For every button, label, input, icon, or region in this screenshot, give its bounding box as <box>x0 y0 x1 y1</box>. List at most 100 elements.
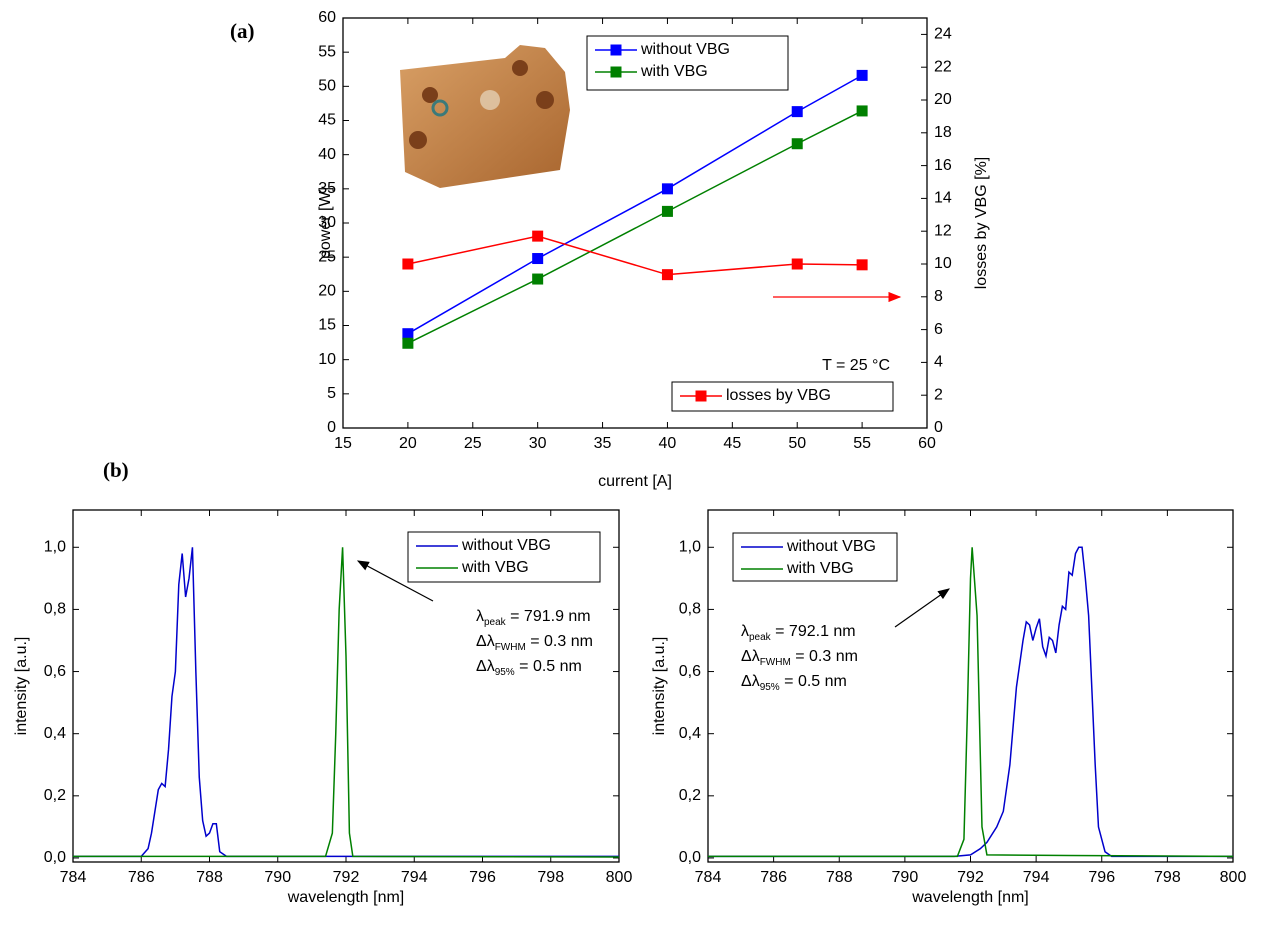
x-tick-label: 15 <box>334 435 352 452</box>
annotation: λpeak = 792.1 nm <box>741 623 856 642</box>
point-marker <box>532 230 544 242</box>
pointer-arrow <box>356 560 434 602</box>
point-marker <box>532 253 544 265</box>
legend-marker <box>610 44 622 56</box>
y-tick-label: 20 <box>318 283 336 300</box>
point-marker <box>402 337 414 349</box>
point-marker <box>856 105 868 117</box>
legend-label: with VBG <box>640 63 708 80</box>
y2-tick-label: 22 <box>934 58 952 75</box>
annotation-symbol: λ <box>741 623 749 640</box>
point-marker <box>402 258 414 270</box>
inset-photo <box>400 45 570 188</box>
y-axis-title: intensity [a.u.] <box>651 637 668 736</box>
annotation-symbol: Δλ <box>476 658 495 675</box>
x-tick-label: 788 <box>826 869 853 886</box>
legend-label: with VBG <box>461 559 529 576</box>
x-tick-label: 55 <box>853 435 871 452</box>
point-marker <box>661 183 673 195</box>
legend-box <box>732 532 898 582</box>
x-axis-title: wavelength [nm] <box>287 889 405 906</box>
x-tick-label: 792 <box>957 869 984 886</box>
y-tick-label: 0 <box>327 419 336 436</box>
y-tick-label: 0,2 <box>44 787 66 804</box>
y-tick-label: 0,4 <box>679 725 701 742</box>
x-tick-label: 40 <box>659 435 677 452</box>
x-tick-label: 796 <box>1088 869 1115 886</box>
y-tick-label: 0,0 <box>679 849 701 866</box>
annotation-text: = 0.5 nm <box>780 673 847 690</box>
y2-tick-label: 14 <box>934 190 952 207</box>
y2-tick-label: 4 <box>934 354 943 371</box>
y-tick-label: 35 <box>318 180 336 197</box>
x-tick-label: 786 <box>760 869 787 886</box>
annotation: T = 25 °C <box>822 357 890 374</box>
y2-tick-label: 16 <box>934 157 952 174</box>
x-tick-label: 796 <box>469 869 496 886</box>
panel-label: (b) <box>103 458 129 482</box>
y-axis-title: intensity [a.u.] <box>13 637 30 736</box>
legend-box <box>407 531 601 583</box>
annotation-symbol: Δλ <box>476 633 495 650</box>
legend-label: without VBG <box>461 537 551 554</box>
x-tick-label: 20 <box>399 435 417 452</box>
annotation-text: = 0.3 nm <box>791 648 858 665</box>
x-tick-label: 784 <box>60 869 87 886</box>
y-tick-label: 0,6 <box>679 663 701 680</box>
legend-label: with VBG <box>786 560 854 577</box>
y-tick-label: 0,8 <box>679 601 701 618</box>
y-axis-title: power [W] <box>317 187 334 259</box>
y-tick-label: 0,8 <box>44 601 66 618</box>
series-line <box>73 547 620 858</box>
x-tick-label: 794 <box>401 869 428 886</box>
point-marker <box>791 138 803 150</box>
annotation-subscript: FWHM <box>760 657 791 668</box>
y-tick-label: 40 <box>318 146 336 163</box>
y-tick-label: 0,2 <box>679 787 701 804</box>
y-tick-label: 55 <box>318 43 336 60</box>
x-tick-label: 798 <box>537 869 564 886</box>
annotation-text: = 0.5 nm <box>515 658 582 675</box>
x-tick-label: 786 <box>128 869 155 886</box>
x-tick-label: 50 <box>788 435 806 452</box>
point-marker <box>856 69 868 81</box>
y-tick-label: 0,0 <box>44 849 66 866</box>
y2-tick-label: 10 <box>934 255 952 272</box>
y2-tick-label: 6 <box>934 321 943 338</box>
y-tick-label: 25 <box>318 248 336 265</box>
point-marker <box>856 259 868 271</box>
point-marker <box>532 273 544 285</box>
annotation-subscript: FWHM <box>495 642 526 653</box>
point-marker <box>661 205 673 217</box>
x-tick-label: 792 <box>333 869 360 886</box>
y-tick-label: 50 <box>318 78 336 95</box>
x-tick-label: 784 <box>695 869 722 886</box>
y2-tick-label: 12 <box>934 222 952 239</box>
annotation-symbol: λ <box>476 608 484 625</box>
annotation: Δλ95% = 0.5 nm <box>476 658 582 677</box>
annotation-text: = 792.1 nm <box>771 623 856 640</box>
y2-tick-label: 20 <box>934 91 952 108</box>
x-tick-label: 60 <box>918 435 936 452</box>
legend-marker <box>695 390 707 402</box>
series-line <box>73 547 619 858</box>
x-tick-label: 800 <box>606 869 633 886</box>
y2-tick-label: 8 <box>934 288 943 305</box>
annotation: ΔλFWHM = 0.3 nm <box>741 648 858 667</box>
series-line <box>708 546 1233 858</box>
y-tick-label: 15 <box>318 317 336 334</box>
point-marker <box>791 258 803 270</box>
pointer-arrow <box>894 588 950 628</box>
y-tick-label: 60 <box>318 9 336 26</box>
x-tick-label: 800 <box>1220 869 1247 886</box>
y-tick-label: 1,0 <box>679 539 701 556</box>
annotation-text: = 0.3 nm <box>526 633 593 650</box>
y-tick-label: 1,0 <box>44 539 66 556</box>
annotation: λpeak = 791.9 nm <box>476 608 591 627</box>
y-tick-label: 30 <box>318 214 336 231</box>
x-tick-label: 788 <box>196 869 223 886</box>
x-tick-label: 790 <box>892 869 919 886</box>
annotation-symbol: Δλ <box>741 648 760 665</box>
annotation-symbol: Δλ <box>741 673 760 690</box>
